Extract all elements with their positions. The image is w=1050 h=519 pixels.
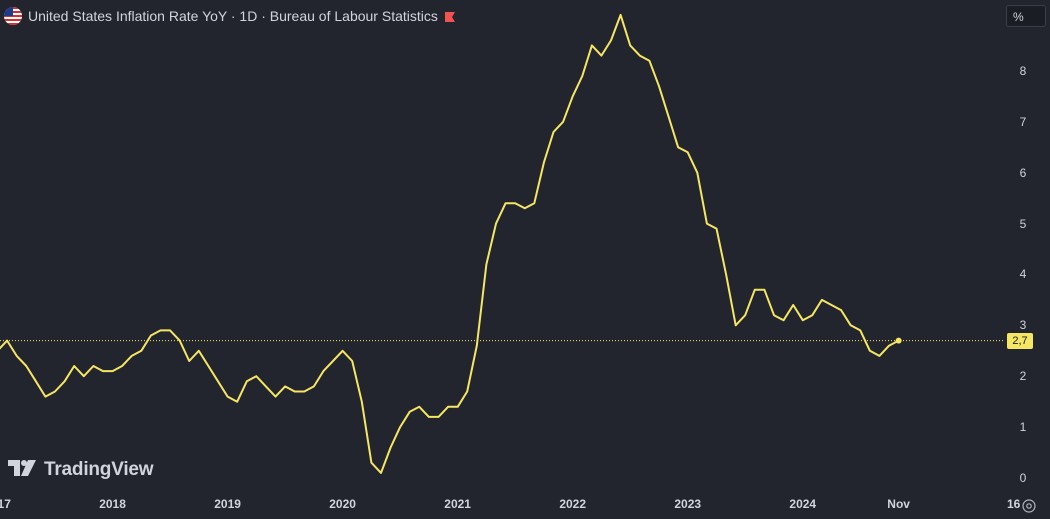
y-tick-label: 1 [1019,420,1027,435]
x-tick-label: 2019 [214,497,241,511]
y-tick-label: 0 [1019,471,1027,485]
tradingview-logo-icon [8,459,38,481]
x-tick-label: 2020 [329,497,356,511]
x-tick-label: 2024 [789,497,817,511]
us-flag-icon [4,7,22,25]
y-tick-label: 5 [1019,216,1027,231]
tradingview-logo[interactable]: TradingView [8,459,154,481]
y-tick-label: 7 [1019,114,1027,129]
y-tick-label: 3 [1019,318,1027,333]
series-line[interactable] [0,13,900,474]
x-tick-label: 2021 [444,497,471,511]
current-value-label: 2,7 [1007,333,1033,349]
x-tick-label: 16 [1006,497,1021,511]
chart-header: United States Inflation Rate YoY · 1D · … [4,5,456,27]
y-tick-label: 8 [1019,63,1027,78]
x-tick-label: 2018 [99,497,126,511]
x-tick-label: Nov [887,497,910,511]
last-point-marker [895,337,902,344]
y-tick-label: 2 [1019,369,1027,384]
x-tick-label: 2022 [559,497,587,511]
red-flag-icon[interactable] [444,10,456,22]
x-tick-label: 2017 [0,497,11,511]
tradingview-wordmark: TradingView [44,459,154,480]
scale-unit-button[interactable]: % [1006,5,1046,27]
y-tick-label: 6 [1019,165,1027,180]
chart-title[interactable]: United States Inflation Rate YoY · 1D · … [28,8,438,24]
y-tick-label: 4 [1019,267,1027,282]
x-tick-label: 2023 [674,497,702,511]
settings-icon[interactable] [1021,498,1037,514]
